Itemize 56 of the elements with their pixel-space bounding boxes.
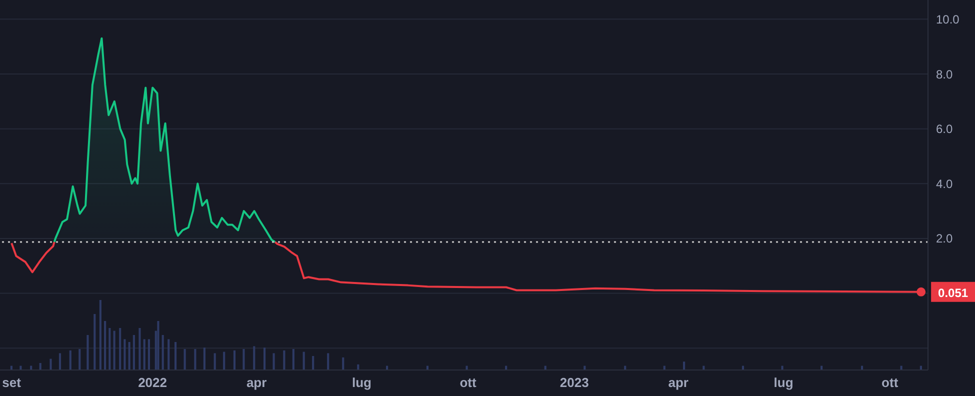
y-tick-label: 10.0 <box>936 12 960 26</box>
y-tick-label: 6.0 <box>936 122 954 136</box>
bar <box>466 366 468 370</box>
bar <box>272 353 275 370</box>
bar <box>312 356 314 370</box>
bar <box>94 314 96 370</box>
bar <box>253 346 256 370</box>
x-tick-label: lug <box>774 375 794 390</box>
bar <box>781 366 784 370</box>
x-tick-label: apr <box>668 375 688 390</box>
bar <box>78 349 81 370</box>
bar <box>69 350 72 370</box>
bar <box>50 358 52 370</box>
bar <box>292 349 294 370</box>
bar <box>263 348 266 370</box>
y-tick-label: 2.0 <box>936 232 954 246</box>
bar <box>113 330 116 370</box>
x-tick-label: 2023 <box>560 375 589 390</box>
x-tick-label: ott <box>882 375 899 390</box>
bar <box>58 353 62 370</box>
bar <box>283 350 286 370</box>
bar <box>683 362 686 370</box>
bar <box>184 349 186 370</box>
bar <box>124 339 126 370</box>
x-tick-label: ott <box>460 375 478 390</box>
x-tick-label: 2022 <box>138 375 168 390</box>
bar <box>174 342 177 370</box>
x-tick-label: lug <box>352 375 372 390</box>
bar <box>99 300 102 370</box>
bar <box>148 339 150 370</box>
bar <box>194 349 196 370</box>
x-tick-label: set <box>2 375 22 390</box>
bar <box>104 321 106 370</box>
bar <box>233 350 236 370</box>
bar <box>119 328 122 370</box>
bar <box>157 321 160 370</box>
bar <box>342 357 344 370</box>
bar <box>214 353 216 370</box>
bar <box>242 349 245 370</box>
annotation: 0.051 <box>938 286 968 300</box>
bar <box>203 348 206 370</box>
y-tick-label: 8.0 <box>936 67 954 82</box>
bar <box>108 328 111 370</box>
bar <box>86 335 89 370</box>
bar <box>132 335 135 370</box>
bar <box>223 352 226 370</box>
bar <box>302 352 305 370</box>
bar <box>168 339 170 370</box>
x-tick-label: apr <box>246 375 267 390</box>
bar <box>128 342 130 370</box>
y-tick-label: 4.0 <box>936 176 954 191</box>
bar <box>138 328 141 370</box>
bar <box>39 363 42 370</box>
bar <box>327 353 330 370</box>
bar <box>162 335 164 370</box>
bar <box>143 339 146 370</box>
